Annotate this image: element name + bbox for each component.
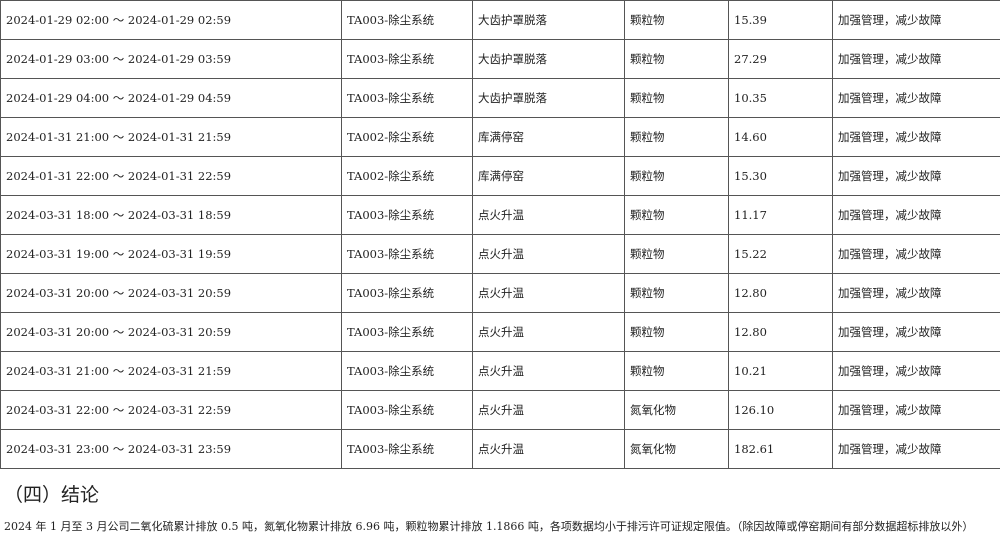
cell-value: 15.39 bbox=[728, 0, 833, 40]
cell-measure: 加强管理，减少故障 bbox=[832, 273, 1000, 313]
cell-value: 15.22 bbox=[728, 234, 833, 274]
table-row: 2024-01-29 03:00 ～ 2024-01-29 03:59 TA003… bbox=[0, 39, 1000, 79]
table-row: 2024-01-29 04:00 ～ 2024-01-29 04:59 TA003… bbox=[0, 78, 1000, 118]
cell-value: 12.80 bbox=[728, 273, 833, 313]
cell-system: TA003-除尘系统 bbox=[341, 429, 473, 469]
cell-reason: 点火升温 bbox=[472, 390, 625, 430]
table-row: 2024-03-31 22:00 ～ 2024-03-31 22:59 TA003… bbox=[0, 390, 1000, 430]
cell-time: 2024-01-29 03:00 ～ 2024-01-29 03:59 bbox=[0, 39, 342, 79]
cell-measure: 加强管理，减少故障 bbox=[832, 78, 1000, 118]
cell-measure: 加强管理，减少故障 bbox=[832, 117, 1000, 157]
cell-pollutant: 氮氧化物 bbox=[624, 390, 729, 430]
cell-value: 15.30 bbox=[728, 156, 833, 196]
cell-reason: 大齿护罩脱落 bbox=[472, 78, 625, 118]
cell-value: 11.17 bbox=[728, 195, 833, 235]
cell-time: 2024-01-31 22:00 ～ 2024-01-31 22:59 bbox=[0, 156, 342, 196]
cell-time: 2024-03-31 22:00 ～ 2024-03-31 22:59 bbox=[0, 390, 342, 430]
table-row: 2024-03-31 20:00 ～ 2024-03-31 20:59 TA003… bbox=[0, 312, 1000, 352]
cell-time: 2024-01-29 02:00 ～ 2024-01-29 02:59 bbox=[0, 0, 342, 40]
cell-pollutant: 颗粒物 bbox=[624, 234, 729, 274]
table-row: 2024-01-29 02:00 ～ 2024-01-29 02:59 TA003… bbox=[0, 0, 1000, 40]
cell-measure: 加强管理，减少故障 bbox=[832, 156, 1000, 196]
cell-time: 2024-03-31 20:00 ～ 2024-03-31 20:59 bbox=[0, 312, 342, 352]
cell-pollutant: 氮氧化物 bbox=[624, 429, 729, 469]
cell-reason: 点火升温 bbox=[472, 312, 625, 352]
table-row: 2024-03-31 23:00 ～ 2024-03-31 23:59 TA003… bbox=[0, 429, 1000, 469]
cell-pollutant: 颗粒物 bbox=[624, 351, 729, 391]
cell-value: 12.80 bbox=[728, 312, 833, 352]
cell-system: TA002-除尘系统 bbox=[341, 117, 473, 157]
cell-reason: 库满停窑 bbox=[472, 117, 625, 157]
cell-time: 2024-03-31 21:00 ～ 2024-03-31 21:59 bbox=[0, 351, 342, 391]
conclusion-paragraph: 2024 年 1 月至 3 月公司二氧化硫累计排放 0.5 吨，氮氧化物累计排放… bbox=[4, 520, 974, 533]
cell-reason: 库满停窑 bbox=[472, 156, 625, 196]
cell-time: 2024-03-31 18:00 ～ 2024-03-31 18:59 bbox=[0, 195, 342, 235]
table-row: 2024-01-31 22:00 ～ 2024-01-31 22:59 TA002… bbox=[0, 156, 1000, 196]
cell-reason: 点火升温 bbox=[472, 234, 625, 274]
cell-measure: 加强管理，减少故障 bbox=[832, 39, 1000, 79]
cell-system: TA003-除尘系统 bbox=[341, 273, 473, 313]
cell-system: TA003-除尘系统 bbox=[341, 312, 473, 352]
table-row: 2024-03-31 19:00 ～ 2024-03-31 19:59 TA003… bbox=[0, 234, 1000, 274]
cell-pollutant: 颗粒物 bbox=[624, 195, 729, 235]
cell-system: TA003-除尘系统 bbox=[341, 351, 473, 391]
cell-pollutant: 颗粒物 bbox=[624, 0, 729, 40]
cell-measure: 加强管理，减少故障 bbox=[832, 429, 1000, 469]
cell-value: 126.10 bbox=[728, 390, 833, 430]
cell-time: 2024-01-31 21:00 ～ 2024-01-31 21:59 bbox=[0, 117, 342, 157]
cell-pollutant: 颗粒物 bbox=[624, 156, 729, 196]
cell-measure: 加强管理，减少故障 bbox=[832, 390, 1000, 430]
cell-pollutant: 颗粒物 bbox=[624, 273, 729, 313]
table-row: 2024-03-31 18:00 ～ 2024-03-31 18:59 TA003… bbox=[0, 195, 1000, 235]
cell-measure: 加强管理，减少故障 bbox=[832, 195, 1000, 235]
cell-measure: 加强管理，减少故障 bbox=[832, 351, 1000, 391]
cell-pollutant: 颗粒物 bbox=[624, 39, 729, 79]
cell-system: TA003-除尘系统 bbox=[341, 39, 473, 79]
table-row: 2024-03-31 21:00 ～ 2024-03-31 21:59 TA003… bbox=[0, 351, 1000, 391]
exceedance-table: 2024-01-29 02:00 ～ 2024-01-29 02:59 TA003… bbox=[0, 0, 1000, 469]
cell-system: TA003-除尘系统 bbox=[341, 195, 473, 235]
cell-measure: 加强管理，减少故障 bbox=[832, 312, 1000, 352]
cell-value: 27.29 bbox=[728, 39, 833, 79]
cell-reason: 大齿护罩脱落 bbox=[472, 0, 625, 40]
cell-reason: 大齿护罩脱落 bbox=[472, 39, 625, 79]
cell-pollutant: 颗粒物 bbox=[624, 312, 729, 352]
table-row: 2024-03-31 20:00 ～ 2024-03-31 20:59 TA003… bbox=[0, 273, 1000, 313]
cell-pollutant: 颗粒物 bbox=[624, 78, 729, 118]
cell-time: 2024-03-31 19:00 ～ 2024-03-31 19:59 bbox=[0, 234, 342, 274]
cell-system: TA002-除尘系统 bbox=[341, 156, 473, 196]
cell-time: 2024-03-31 23:00 ～ 2024-03-31 23:59 bbox=[0, 429, 342, 469]
cell-time: 2024-03-31 20:00 ～ 2024-03-31 20:59 bbox=[0, 273, 342, 313]
cell-measure: 加强管理，减少故障 bbox=[832, 234, 1000, 274]
cell-reason: 点火升温 bbox=[472, 195, 625, 235]
cell-system: TA003-除尘系统 bbox=[341, 0, 473, 40]
table-row: 2024-01-31 21:00 ～ 2024-01-31 21:59 TA002… bbox=[0, 117, 1000, 157]
section-heading: （四）结论 bbox=[4, 484, 100, 506]
cell-value: 10.21 bbox=[728, 351, 833, 391]
cell-system: TA003-除尘系统 bbox=[341, 390, 473, 430]
cell-pollutant: 颗粒物 bbox=[624, 117, 729, 157]
cell-value: 14.60 bbox=[728, 117, 833, 157]
cell-reason: 点火升温 bbox=[472, 429, 625, 469]
cell-value: 10.35 bbox=[728, 78, 833, 118]
cell-measure: 加强管理，减少故障 bbox=[832, 0, 1000, 40]
cell-system: TA003-除尘系统 bbox=[341, 234, 473, 274]
cell-reason: 点火升温 bbox=[472, 351, 625, 391]
cell-system: TA003-除尘系统 bbox=[341, 78, 473, 118]
cell-time: 2024-01-29 04:00 ～ 2024-01-29 04:59 bbox=[0, 78, 342, 118]
cell-value: 182.61 bbox=[728, 429, 833, 469]
cell-reason: 点火升温 bbox=[472, 273, 625, 313]
